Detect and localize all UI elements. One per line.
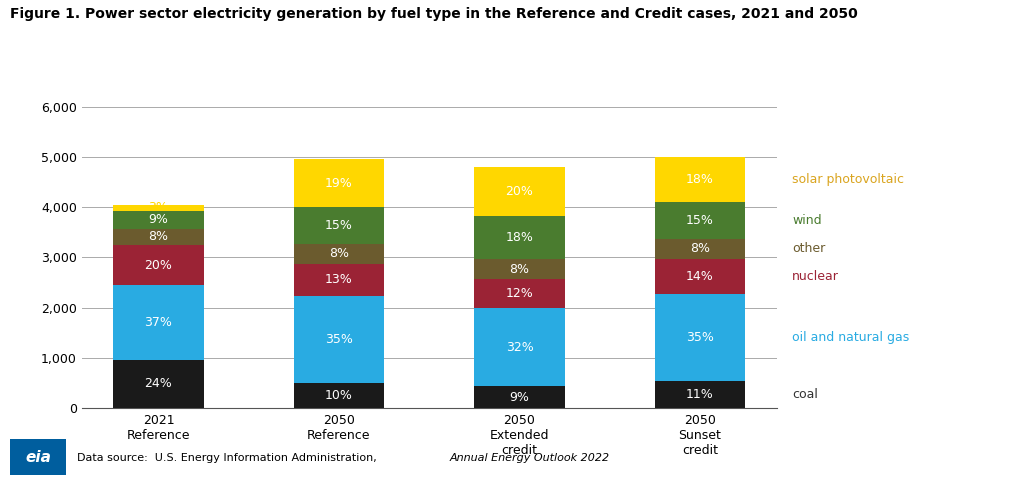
Text: 8%: 8%	[329, 247, 349, 260]
Bar	[474, 167, 564, 216]
Text: oil and natural gas: oil and natural gas	[792, 331, 910, 344]
Bar	[294, 296, 384, 383]
Text: 35%: 35%	[686, 331, 714, 344]
Bar	[294, 207, 384, 244]
Bar	[113, 211, 203, 229]
Text: wind: wind	[792, 214, 822, 227]
Bar	[113, 245, 203, 285]
Text: coal: coal	[792, 388, 818, 401]
Text: solar photovoltaic: solar photovoltaic	[792, 173, 904, 186]
Bar	[113, 360, 203, 408]
Bar	[113, 229, 203, 245]
Bar	[294, 159, 384, 207]
Text: 19%: 19%	[325, 177, 353, 190]
Text: other: other	[792, 242, 826, 255]
Text: 15%: 15%	[686, 214, 714, 227]
Text: 32%: 32%	[506, 341, 533, 354]
Text: Figure 1. Power sector electricity generation by fuel type in the Reference and : Figure 1. Power sector electricity gener…	[10, 7, 858, 21]
Text: 18%: 18%	[506, 231, 533, 244]
Bar	[655, 157, 745, 202]
Text: eia: eia	[26, 450, 51, 465]
Bar	[474, 308, 564, 386]
Bar	[474, 386, 564, 408]
Text: 9%: 9%	[148, 213, 169, 226]
Text: 8%: 8%	[148, 230, 169, 243]
Text: nuclear: nuclear	[792, 270, 839, 283]
Bar	[474, 216, 564, 259]
Text: 9%: 9%	[510, 391, 529, 404]
Text: 11%: 11%	[686, 388, 714, 401]
Text: 13%: 13%	[325, 274, 353, 287]
Bar	[655, 239, 745, 259]
Bar	[294, 244, 384, 264]
Bar	[655, 259, 745, 294]
Text: 20%: 20%	[144, 259, 173, 272]
Bar	[294, 383, 384, 408]
Text: 37%: 37%	[144, 316, 173, 329]
Text: 15%: 15%	[325, 219, 353, 232]
Text: 20%: 20%	[506, 185, 533, 198]
Bar	[113, 204, 203, 211]
Text: 8%: 8%	[690, 242, 710, 255]
Text: Annual Energy Outlook 2022: Annual Energy Outlook 2022	[450, 454, 610, 463]
Bar	[294, 264, 384, 296]
Text: 8%: 8%	[510, 263, 529, 276]
Bar	[655, 202, 745, 239]
Text: 35%: 35%	[325, 333, 353, 346]
Text: 3%: 3%	[148, 201, 169, 214]
Bar	[655, 294, 745, 381]
Text: 18%: 18%	[686, 173, 714, 186]
Text: Data source:  U.S. Energy Information Administration,: Data source: U.S. Energy Information Adm…	[77, 454, 380, 463]
Bar	[113, 285, 203, 360]
Bar	[474, 259, 564, 279]
Text: 14%: 14%	[686, 270, 714, 283]
Text: 12%: 12%	[506, 287, 533, 300]
Bar	[474, 279, 564, 308]
Text: 10%: 10%	[325, 389, 353, 402]
Bar	[655, 381, 745, 408]
Text: 24%: 24%	[144, 377, 173, 390]
